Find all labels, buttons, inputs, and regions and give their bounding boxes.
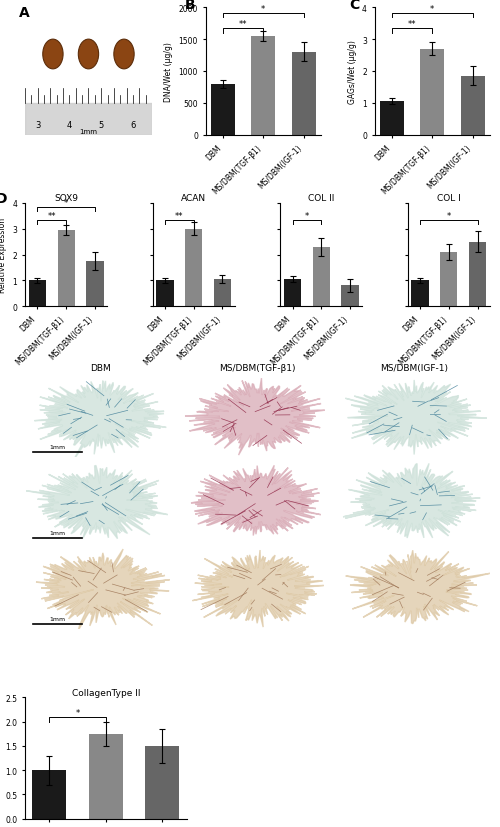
Bar (28, 281, 46, 307)
Bar (312, 247, 330, 307)
Y-axis label: DNA/Wet (μg/g): DNA/Wet (μg/g) (164, 42, 173, 102)
Text: 1mm: 1mm (80, 128, 98, 135)
Text: B: B (185, 0, 196, 12)
Text: C: C (349, 0, 360, 12)
Text: D: D (0, 191, 8, 205)
Bar (32, 770, 66, 819)
Text: *: * (446, 212, 451, 220)
Text: 3: 3 (35, 121, 40, 129)
Ellipse shape (43, 40, 63, 69)
Polygon shape (26, 466, 168, 539)
Bar (89, 734, 123, 819)
Polygon shape (192, 551, 324, 628)
Text: 6: 6 (130, 121, 136, 129)
Y-axis label: Relative Expression: Relative Expression (0, 218, 7, 293)
Text: *: * (76, 708, 80, 717)
Text: **: ** (48, 212, 56, 220)
Title: DBM: DBM (90, 364, 111, 373)
Text: *: * (430, 5, 434, 13)
Text: *: * (261, 5, 266, 13)
Bar (146, 746, 180, 819)
Text: *: * (64, 199, 68, 208)
Bar (156, 281, 174, 307)
Text: *: * (305, 212, 309, 220)
Bar (440, 252, 458, 307)
Polygon shape (36, 549, 170, 631)
Bar (185, 229, 202, 307)
Bar (214, 280, 231, 307)
Bar (25, 103, 152, 136)
Title: ACAN: ACAN (181, 194, 206, 203)
Bar (460, 77, 485, 136)
Text: 4: 4 (67, 121, 72, 129)
Ellipse shape (78, 40, 98, 69)
Polygon shape (185, 379, 325, 456)
Text: **: ** (175, 212, 184, 220)
Bar (284, 280, 301, 307)
Text: 1mm: 1mm (50, 530, 66, 535)
Ellipse shape (114, 40, 134, 69)
Text: **: ** (408, 20, 416, 29)
Y-axis label: GAGs/Wet (μg/g): GAGs/Wet (μg/g) (348, 40, 356, 104)
Bar (412, 281, 428, 307)
Title: COL I: COL I (437, 194, 460, 203)
Title: MS/DBM(TGF-β1): MS/DBM(TGF-β1) (219, 364, 296, 373)
Bar (342, 286, 358, 307)
Polygon shape (346, 380, 487, 455)
Bar (58, 231, 75, 307)
Bar (251, 37, 276, 136)
Title: SOX9: SOX9 (54, 194, 78, 203)
Text: 1mm: 1mm (50, 616, 66, 621)
Title: MS/DBM(IGF-1): MS/DBM(IGF-1) (380, 364, 448, 373)
Text: 1mm: 1mm (50, 444, 66, 449)
Bar (211, 84, 235, 136)
Bar (292, 53, 316, 136)
Bar (86, 261, 104, 307)
Text: 5: 5 (98, 121, 104, 129)
Polygon shape (191, 466, 321, 536)
Text: A: A (18, 6, 30, 20)
Title: COL II: COL II (308, 194, 334, 203)
Polygon shape (34, 381, 166, 460)
Bar (380, 102, 404, 136)
Polygon shape (346, 551, 490, 624)
Text: **: ** (239, 20, 248, 29)
Title: CollagenType II: CollagenType II (72, 688, 140, 697)
Bar (420, 50, 444, 136)
Polygon shape (343, 464, 480, 538)
Bar (469, 242, 486, 307)
